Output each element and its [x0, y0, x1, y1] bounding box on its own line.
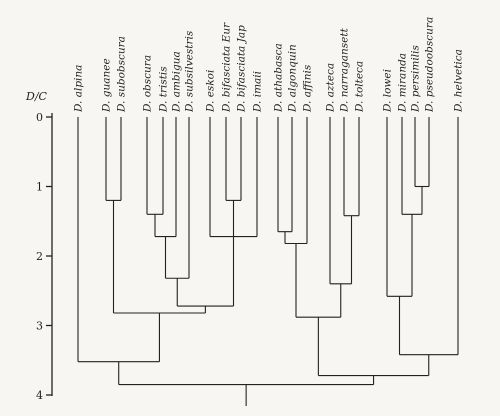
taxon-label: D. helvetica: [453, 49, 465, 113]
taxon-label: D. persimilis: [410, 45, 422, 113]
axis-tick-label: 2: [36, 250, 43, 263]
taxon-label: D. tristis: [158, 66, 170, 113]
taxon-label: D. subobscura: [116, 36, 128, 113]
axis-title: D/C: [25, 90, 48, 103]
taxon-label: D. lowei: [382, 69, 394, 113]
taxon-labels: D. alpina D. guanee D. subobscura D. obscur…: [73, 17, 465, 113]
taxon-label: D. tolteca: [354, 61, 366, 113]
axis-tick-label: 3: [36, 320, 43, 333]
taxon-label: D. narragansett: [339, 27, 351, 113]
taxon-label: D. miranda: [397, 53, 409, 113]
taxon-label: D. affinis: [302, 64, 314, 113]
taxon-label: D. alpina: [73, 65, 85, 113]
taxon-label: D. bifasciata Eur: [221, 22, 233, 113]
axis-tick-label: 4: [36, 389, 43, 402]
axis-ticks: 0 1 2 3 4: [36, 111, 52, 402]
taxon-label: D. athabasca: [273, 43, 285, 113]
taxon-label: D. guanee: [101, 58, 113, 113]
taxon-label: D. imaii: [252, 71, 264, 113]
taxon-label: D. ambigua: [171, 51, 183, 113]
distance-axis: D/C: [25, 90, 53, 396]
axis-tick-label: 1: [36, 181, 43, 194]
tree-branches: [77, 117, 459, 406]
taxon-label: D. pseudoobscura: [424, 17, 436, 113]
taxon-label: D. obscura: [142, 55, 154, 113]
taxon-label: D. subsilvestris: [184, 30, 196, 113]
taxon-label: D. bifasciata Jap: [236, 25, 248, 113]
taxon-label: D. eskoi: [205, 70, 217, 113]
axis-tick-label: 0: [36, 111, 43, 124]
taxon-label: D. algonquin: [287, 44, 299, 113]
taxon-label: D. azteca: [325, 63, 337, 113]
